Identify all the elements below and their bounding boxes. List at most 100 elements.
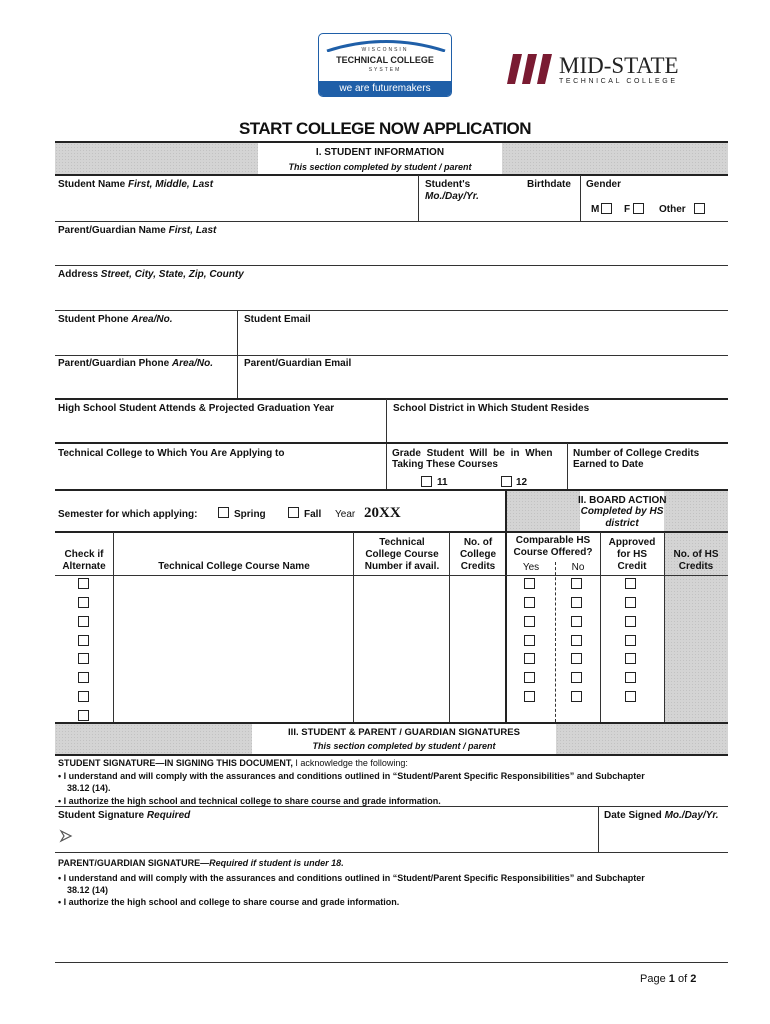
section-3-sub: This section completed by student / pare… <box>312 741 496 751</box>
alternate-checkbox[interactable] <box>78 597 89 608</box>
gender-f-checkbox[interactable] <box>633 203 644 214</box>
comparable-yes-checkbox[interactable] <box>524 653 535 664</box>
col-header-course-number: College Course <box>365 549 439 560</box>
col-header-comparable: Course Offered? <box>513 547 593 558</box>
gender-label: Gender <box>586 179 622 190</box>
grade-11-checkbox[interactable] <box>421 476 432 487</box>
comparable-no-checkbox[interactable] <box>571 653 582 664</box>
col-header-credits: No. of <box>463 537 493 548</box>
comparable-no-checkbox[interactable] <box>571 616 582 627</box>
logo-text: TECHNICAL COLLEGE <box>559 78 678 85</box>
tech-college-label[interactable]: Technical College to Which You Are Apply… <box>58 448 285 459</box>
gender-m-label: M <box>591 204 600 215</box>
parent-phone-label[interactable]: Parent/Guardian Phone Area/No. <box>58 358 214 369</box>
logo-tagline: we are futuremakers <box>319 81 451 96</box>
approved-checkbox[interactable] <box>625 672 636 683</box>
approved-checkbox[interactable] <box>625 691 636 702</box>
section-2-sub: district <box>605 518 639 529</box>
col-header-credits: College <box>459 549 497 560</box>
midstate-logo: MID-STATE TECHNICAL COLLEGE <box>507 50 697 90</box>
gender-m-checkbox[interactable] <box>601 203 612 214</box>
spring-checkbox[interactable] <box>218 507 229 518</box>
student-phone-label[interactable]: Student Phone Area/No. <box>58 314 173 325</box>
parent-name-label[interactable]: Parent/Guardian Name First, Last <box>58 225 217 236</box>
student-email-label[interactable]: Student Email <box>244 314 311 325</box>
col-header-course-number: Number if avail. <box>364 561 440 572</box>
signature-arrow-icon <box>59 829 73 843</box>
student-sig-bullet: • I authorize the high school and techni… <box>58 796 441 806</box>
comparable-yes-checkbox[interactable] <box>524 635 535 646</box>
col-header-hs-credits: No. of HS <box>673 549 719 560</box>
approved-checkbox[interactable] <box>625 653 636 664</box>
student-sig-heading: STUDENT SIGNATURE—IN SIGNING THIS DOCUME… <box>58 758 408 768</box>
col-header-credits: Credits <box>460 561 496 572</box>
comparable-yes-checkbox[interactable] <box>524 672 535 683</box>
grade-12-label: 12 <box>516 477 528 488</box>
credits-label: Number of College Credits <box>573 448 700 459</box>
wtcs-logo: WISCONSIN TECHNICAL COLLEGE SYSTEM we ar… <box>318 33 452 97</box>
col-header-approved: Credit <box>617 561 647 572</box>
alternate-checkbox[interactable] <box>78 672 89 683</box>
alternate-checkbox[interactable] <box>78 578 89 589</box>
logo-text: TECHNICAL COLLEGE <box>336 55 434 65</box>
comparable-yes-checkbox[interactable] <box>524 616 535 627</box>
date-signed-field[interactable]: Date Signed Mo./Day/Yr. <box>604 810 719 821</box>
arc-icon <box>326 40 446 52</box>
col-header-yes: Yes <box>522 562 540 573</box>
birthdate-label: Student's <box>425 179 471 190</box>
comparable-no-checkbox[interactable] <box>571 578 582 589</box>
year-value[interactable]: 20XX <box>364 505 401 521</box>
fall-label: Fall <box>304 509 322 520</box>
gender-other-label: Other <box>659 204 686 215</box>
comparable-no-checkbox[interactable] <box>571 597 582 608</box>
student-name-label[interactable]: Student Name First, Middle, Last <box>58 179 214 190</box>
alternate-checkbox[interactable] <box>78 616 89 627</box>
col-header-no: No <box>571 562 585 573</box>
comparable-yes-checkbox[interactable] <box>524 578 535 589</box>
approved-checkbox[interactable] <box>625 578 636 589</box>
credits-label: Earned to Date <box>573 459 644 470</box>
approved-checkbox[interactable] <box>625 597 636 608</box>
alternate-checkbox[interactable] <box>78 710 89 721</box>
approved-checkbox[interactable] <box>625 616 636 627</box>
comparable-no-checkbox[interactable] <box>571 691 582 702</box>
page-number: Page 1 of 2 <box>640 973 697 985</box>
comparable-no-checkbox[interactable] <box>571 635 582 646</box>
col-header-approved: for HS <box>617 549 647 560</box>
logo-text: SYSTEM <box>368 67 402 73</box>
parent-sig-bullet: • I authorize the high school and colleg… <box>58 897 400 907</box>
comparable-no-checkbox[interactable] <box>571 672 582 683</box>
col-header-alternate: Alternate <box>62 561 106 572</box>
midstate-bars-icon <box>507 54 552 84</box>
comparable-yes-checkbox[interactable] <box>524 597 535 608</box>
page-title: START COLLEGE NOW APPLICATION <box>238 119 532 138</box>
year-label: Year <box>335 509 356 520</box>
alternate-checkbox[interactable] <box>78 635 89 646</box>
student-signature-field[interactable]: Student Signature Required <box>58 810 191 821</box>
col-header-hs-credits: Credits <box>678 561 714 572</box>
alternate-checkbox[interactable] <box>78 691 89 702</box>
district-label[interactable]: School District in Which Student Resides <box>393 403 590 414</box>
col-header-course-name: Technical College Course Name <box>158 561 310 572</box>
grade-12-checkbox[interactable] <box>501 476 512 487</box>
section-1-sub: This section completed by student / pare… <box>288 162 472 172</box>
comparable-yes-checkbox[interactable] <box>524 691 535 702</box>
grade-label: Taking These Courses <box>392 459 498 470</box>
logo-text: MID-STATE <box>559 53 679 78</box>
approved-checkbox[interactable] <box>625 635 636 646</box>
col-header-alternate: Check if <box>64 549 104 560</box>
spring-label: Spring <box>234 509 266 520</box>
section-1-heading: I. STUDENT INFORMATION <box>315 147 445 158</box>
section-2-heading: II. BOARD ACTION <box>578 495 667 506</box>
gender-other-checkbox[interactable] <box>694 203 705 214</box>
address-label[interactable]: Address Street, City, State, Zip, County <box>58 269 244 280</box>
high-school-label[interactable]: High School Student Attends & Projected … <box>58 403 335 414</box>
parent-email-label[interactable]: Parent/Guardian Email <box>244 358 352 369</box>
section-2-sub: Completed by HS <box>580 506 664 517</box>
fall-checkbox[interactable] <box>288 507 299 518</box>
gender-f-label: F <box>624 204 631 215</box>
alternate-checkbox[interactable] <box>78 653 89 664</box>
grade-11-label: 11 <box>437 477 448 488</box>
parent-sig-heading: PARENT/GUARDIAN SIGNATURE—Required if st… <box>58 858 344 868</box>
grade-label: Grade Student Will be in When <box>392 448 553 459</box>
